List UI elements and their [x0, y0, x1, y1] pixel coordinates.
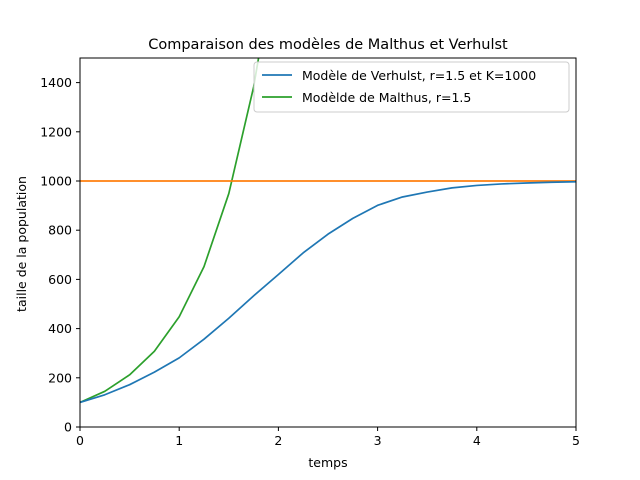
- x-tick-label: 1: [175, 433, 183, 448]
- legend-label-malthus: Modèlde de Malthus, r=1.5: [302, 90, 471, 105]
- series-line-malthus: [80, 58, 260, 404]
- y-tick-label: 1200: [40, 124, 72, 139]
- plot-frame: [79, 57, 577, 428]
- y-tick-label: 0: [64, 420, 72, 435]
- x-tick-label: 5: [572, 433, 580, 448]
- y-tick-label: 200: [48, 370, 72, 385]
- legend: Modèle de Verhulst, r=1.5 et K=1000 Modè…: [253, 61, 570, 113]
- x-axis-label: temps: [308, 455, 347, 470]
- y-tick-label: 800: [48, 223, 72, 238]
- series-layer: [80, 58, 576, 404]
- ticks: 0 1 2 3 4 5 0 200 400 600 800 1000 1200 1400: [40, 75, 580, 448]
- x-tick-label: 0: [76, 433, 84, 448]
- x-tick-label: 3: [374, 433, 382, 448]
- chart-title: Comparaison des modèles de Malthus et Ve…: [148, 37, 508, 53]
- legend-label-verhulst: Modèle de Verhulst, r=1.5 et K=1000: [302, 68, 536, 83]
- y-tick-label: 1000: [40, 174, 72, 189]
- y-tick-label: 1400: [40, 75, 72, 90]
- x-tick-label: 2: [274, 433, 282, 448]
- legend-box: [253, 61, 570, 113]
- series-line-verhulst: [80, 180, 576, 404]
- x-tick-label: 4: [473, 433, 481, 448]
- y-axis-label: taille de la population: [14, 176, 29, 312]
- axes-frame: [79, 57, 577, 428]
- y-tick-label: 600: [48, 272, 72, 287]
- y-tick-label: 400: [48, 321, 72, 336]
